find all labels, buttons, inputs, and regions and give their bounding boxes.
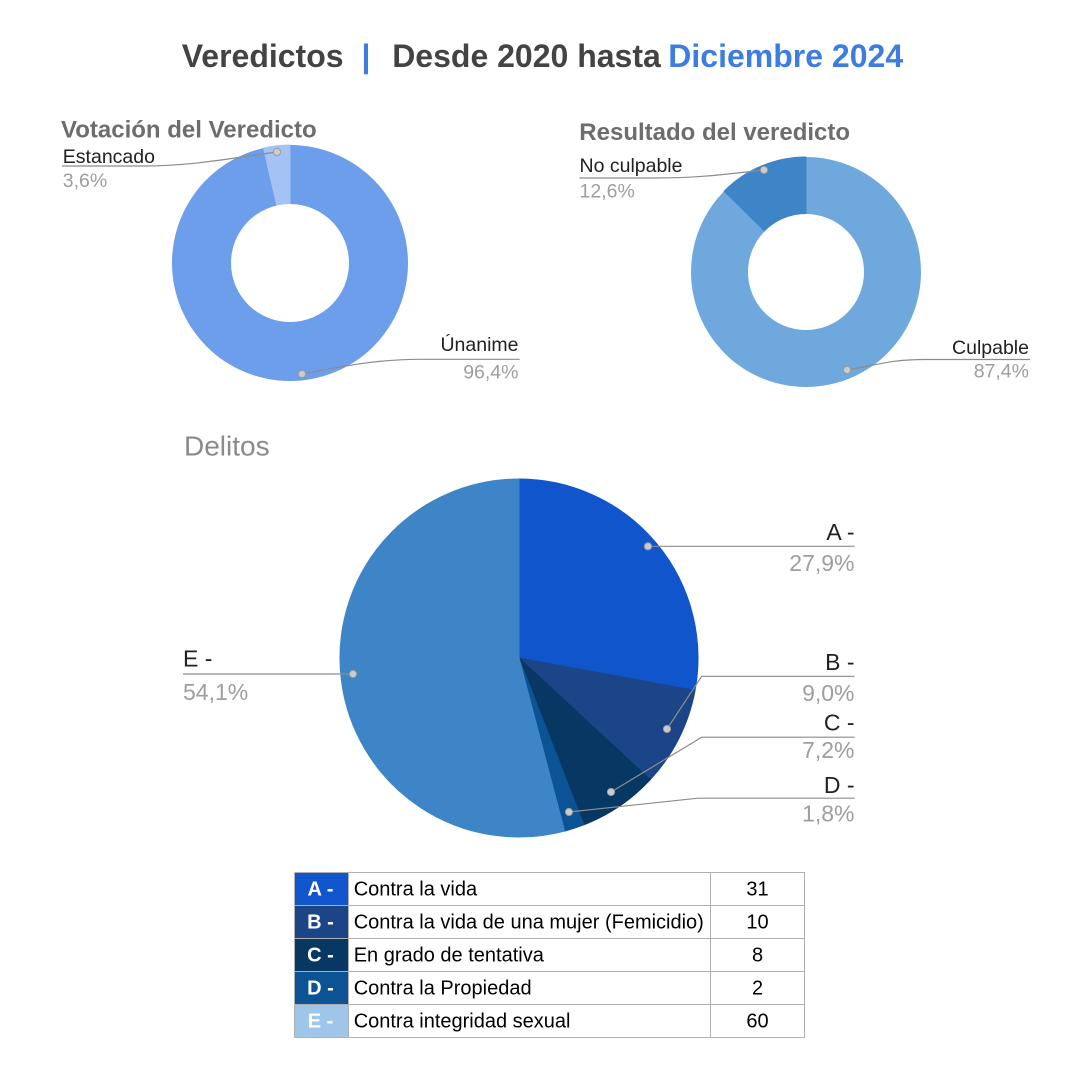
svg-text:60: 60: [746, 1011, 768, 1033]
svg-text:9,0%: 9,0%: [802, 680, 854, 706]
svg-text:Únanime: Únanime: [440, 333, 518, 356]
svg-text:54,1%: 54,1%: [183, 679, 248, 705]
svg-text:Diciembre 2024: Diciembre 2024: [668, 38, 903, 74]
svg-text:B -: B -: [307, 912, 334, 934]
svg-text:7,2%: 7,2%: [802, 737, 854, 763]
svg-text:A -: A -: [308, 879, 334, 901]
svg-text:Contra la Propiedad: Contra la Propiedad: [354, 978, 532, 1000]
svg-text:D -: D -: [307, 978, 334, 1000]
svg-text:Contra la vida: Contra la vida: [354, 879, 478, 901]
svg-text:3,6%: 3,6%: [63, 170, 107, 192]
svg-text:D -: D -: [824, 772, 855, 798]
svg-text:31: 31: [746, 879, 768, 901]
svg-text:1,8%: 1,8%: [802, 801, 854, 827]
svg-text:En grado de tentativa: En grado de tentativa: [354, 945, 545, 967]
svg-text:Votación del Veredicto: Votación del Veredicto: [61, 117, 317, 144]
svg-text:Veredictos: Veredictos: [182, 38, 344, 74]
svg-text:8: 8: [752, 945, 763, 967]
svg-text:Delitos: Delitos: [184, 431, 270, 462]
svg-text:No culpable: No culpable: [580, 155, 683, 177]
svg-text:87,4%: 87,4%: [974, 361, 1029, 383]
svg-text:A -: A -: [826, 519, 854, 545]
svg-text:Contra integridad sexual: Contra integridad sexual: [354, 1011, 571, 1033]
svg-text:C -: C -: [307, 945, 334, 967]
svg-text:Desde 2020 hasta: Desde 2020 hasta: [392, 38, 661, 74]
svg-text:96,4%: 96,4%: [463, 362, 518, 384]
svg-text:Culpable: Culpable: [952, 337, 1029, 359]
svg-text:Contra la vida de una mujer (F: Contra la vida de una mujer (Femicidio): [354, 912, 704, 934]
svg-text:12,6%: 12,6%: [580, 181, 635, 203]
svg-text:Estancado: Estancado: [63, 146, 155, 168]
svg-text:E -: E -: [308, 1011, 334, 1033]
svg-text:10: 10: [746, 912, 768, 934]
svg-text:|: |: [362, 38, 371, 74]
svg-text:2: 2: [752, 978, 763, 1000]
svg-text:E -: E -: [183, 645, 212, 671]
svg-text:27,9%: 27,9%: [789, 550, 854, 576]
svg-text:C -: C -: [824, 710, 855, 736]
svg-text:B -: B -: [825, 649, 854, 675]
svg-text:Resultado del veredicto: Resultado del veredicto: [579, 119, 850, 146]
